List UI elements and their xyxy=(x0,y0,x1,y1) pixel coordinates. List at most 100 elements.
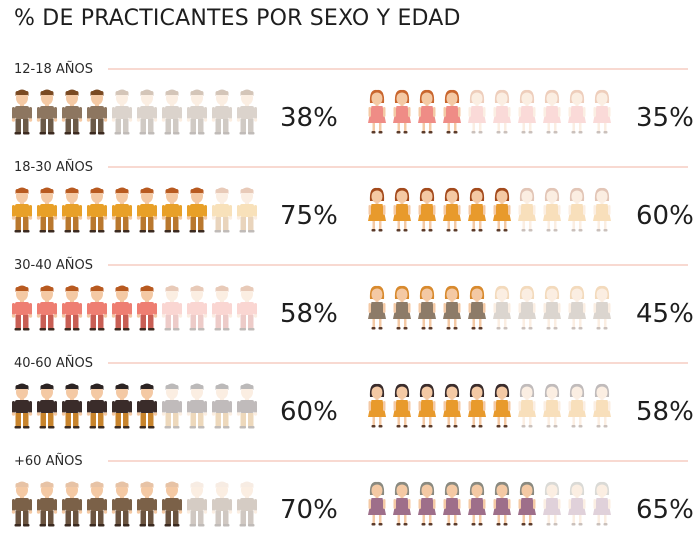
female-person-icon xyxy=(443,481,461,526)
female-person-icon xyxy=(468,187,486,232)
male-person-icon xyxy=(61,89,83,135)
female-person-icon xyxy=(443,89,461,134)
female-percentage: 35% xyxy=(636,103,694,133)
female-person-icon-faded xyxy=(543,481,561,526)
male-person-icon xyxy=(86,481,108,527)
male-person-icon xyxy=(86,89,108,135)
male-icons xyxy=(11,89,258,135)
age-group-4: +60 AÑOS 70% 65% xyxy=(11,453,694,527)
male-person-icon xyxy=(61,481,83,527)
female-person-icon-faded xyxy=(568,89,586,134)
male-person-icon xyxy=(61,187,83,233)
female-person-icon-faded xyxy=(593,89,611,134)
male-person-icon xyxy=(186,187,208,233)
male-person-icon xyxy=(136,481,158,527)
female-person-icon-faded xyxy=(568,187,586,232)
group-label: 12-18 AÑOS xyxy=(14,61,93,77)
male-person-icon-faded xyxy=(111,89,133,135)
female-person-icon xyxy=(443,285,461,330)
female-person-icon xyxy=(368,481,386,526)
male-person-icon-faded xyxy=(161,89,183,135)
male-person-icon xyxy=(36,187,58,233)
female-person-icon-faded xyxy=(593,383,611,428)
male-person-icon-faded xyxy=(186,285,208,331)
female-icons xyxy=(368,285,611,330)
female-person-icon xyxy=(368,285,386,330)
male-person-icon xyxy=(161,481,183,527)
female-percentage: 58% xyxy=(636,397,694,427)
female-icons xyxy=(368,89,611,134)
male-icons xyxy=(11,481,258,527)
male-person-icon-faded xyxy=(136,89,158,135)
female-person-icon-faded xyxy=(518,187,536,232)
female-person-icon xyxy=(368,383,386,428)
male-person-icon-faded xyxy=(161,383,183,429)
male-percentage: 70% xyxy=(280,495,338,525)
female-person-icon xyxy=(468,383,486,428)
group-label: 30-40 AÑOS xyxy=(14,257,93,273)
male-person-icon-faded xyxy=(236,481,258,527)
male-person-icon-faded xyxy=(236,187,258,233)
female-person-icon xyxy=(418,383,436,428)
female-person-icon xyxy=(393,481,411,526)
female-person-icon-faded xyxy=(568,481,586,526)
female-person-icon-faded xyxy=(468,89,486,134)
male-person-icon xyxy=(111,187,133,233)
female-person-icon xyxy=(418,481,436,526)
female-percentage: 65% xyxy=(636,495,694,525)
male-person-icon xyxy=(11,89,33,135)
male-icons xyxy=(11,285,258,331)
male-person-icon xyxy=(86,187,108,233)
male-person-icon xyxy=(11,481,33,527)
female-person-icon xyxy=(518,481,536,526)
female-person-icon xyxy=(368,89,386,134)
group-label: +60 AÑOS xyxy=(14,453,83,469)
male-person-icon xyxy=(111,285,133,331)
female-person-icon xyxy=(493,481,511,526)
female-percentage: 45% xyxy=(636,299,694,329)
male-percentage: 60% xyxy=(280,397,338,427)
male-person-icon xyxy=(36,285,58,331)
female-person-icon-faded xyxy=(593,187,611,232)
female-person-icon xyxy=(493,187,511,232)
female-person-icon xyxy=(493,383,511,428)
male-person-icon xyxy=(36,89,58,135)
male-person-icon xyxy=(161,187,183,233)
female-person-icon-faded xyxy=(543,285,561,330)
female-person-icon xyxy=(443,383,461,428)
male-person-icon-faded xyxy=(236,383,258,429)
female-icons xyxy=(368,187,611,232)
female-person-icon-faded xyxy=(543,187,561,232)
male-person-icon-faded xyxy=(236,285,258,331)
male-person-icon xyxy=(136,187,158,233)
age-group-2: 30-40 AÑOS 58% 45% xyxy=(11,257,694,331)
male-person-icon xyxy=(61,285,83,331)
male-percentage: 38% xyxy=(280,103,338,133)
male-person-icon xyxy=(136,383,158,429)
male-person-icon xyxy=(111,481,133,527)
female-person-icon-faded xyxy=(568,285,586,330)
male-person-icon xyxy=(36,481,58,527)
group-label: 40-60 AÑOS xyxy=(14,355,93,371)
male-person-icon-faded xyxy=(211,89,233,135)
female-person-icon xyxy=(393,187,411,232)
male-person-icon xyxy=(136,285,158,331)
female-person-icon-faded xyxy=(518,89,536,134)
age-group-3: 40-60 AÑOS 60% 58% xyxy=(11,355,694,429)
female-person-icon xyxy=(418,187,436,232)
female-person-icon-faded xyxy=(518,285,536,330)
male-person-icon-faded xyxy=(186,481,208,527)
female-person-icon-faded xyxy=(593,481,611,526)
female-person-icon xyxy=(443,187,461,232)
female-icons xyxy=(368,383,611,428)
male-person-icon-faded xyxy=(186,383,208,429)
female-person-icon xyxy=(393,383,411,428)
male-person-icon xyxy=(36,383,58,429)
male-person-icon xyxy=(86,383,108,429)
female-person-icon-faded xyxy=(493,89,511,134)
female-person-icon xyxy=(393,285,411,330)
male-percentage: 58% xyxy=(280,299,338,329)
female-person-icon xyxy=(393,89,411,134)
female-person-icon-faded xyxy=(568,383,586,428)
